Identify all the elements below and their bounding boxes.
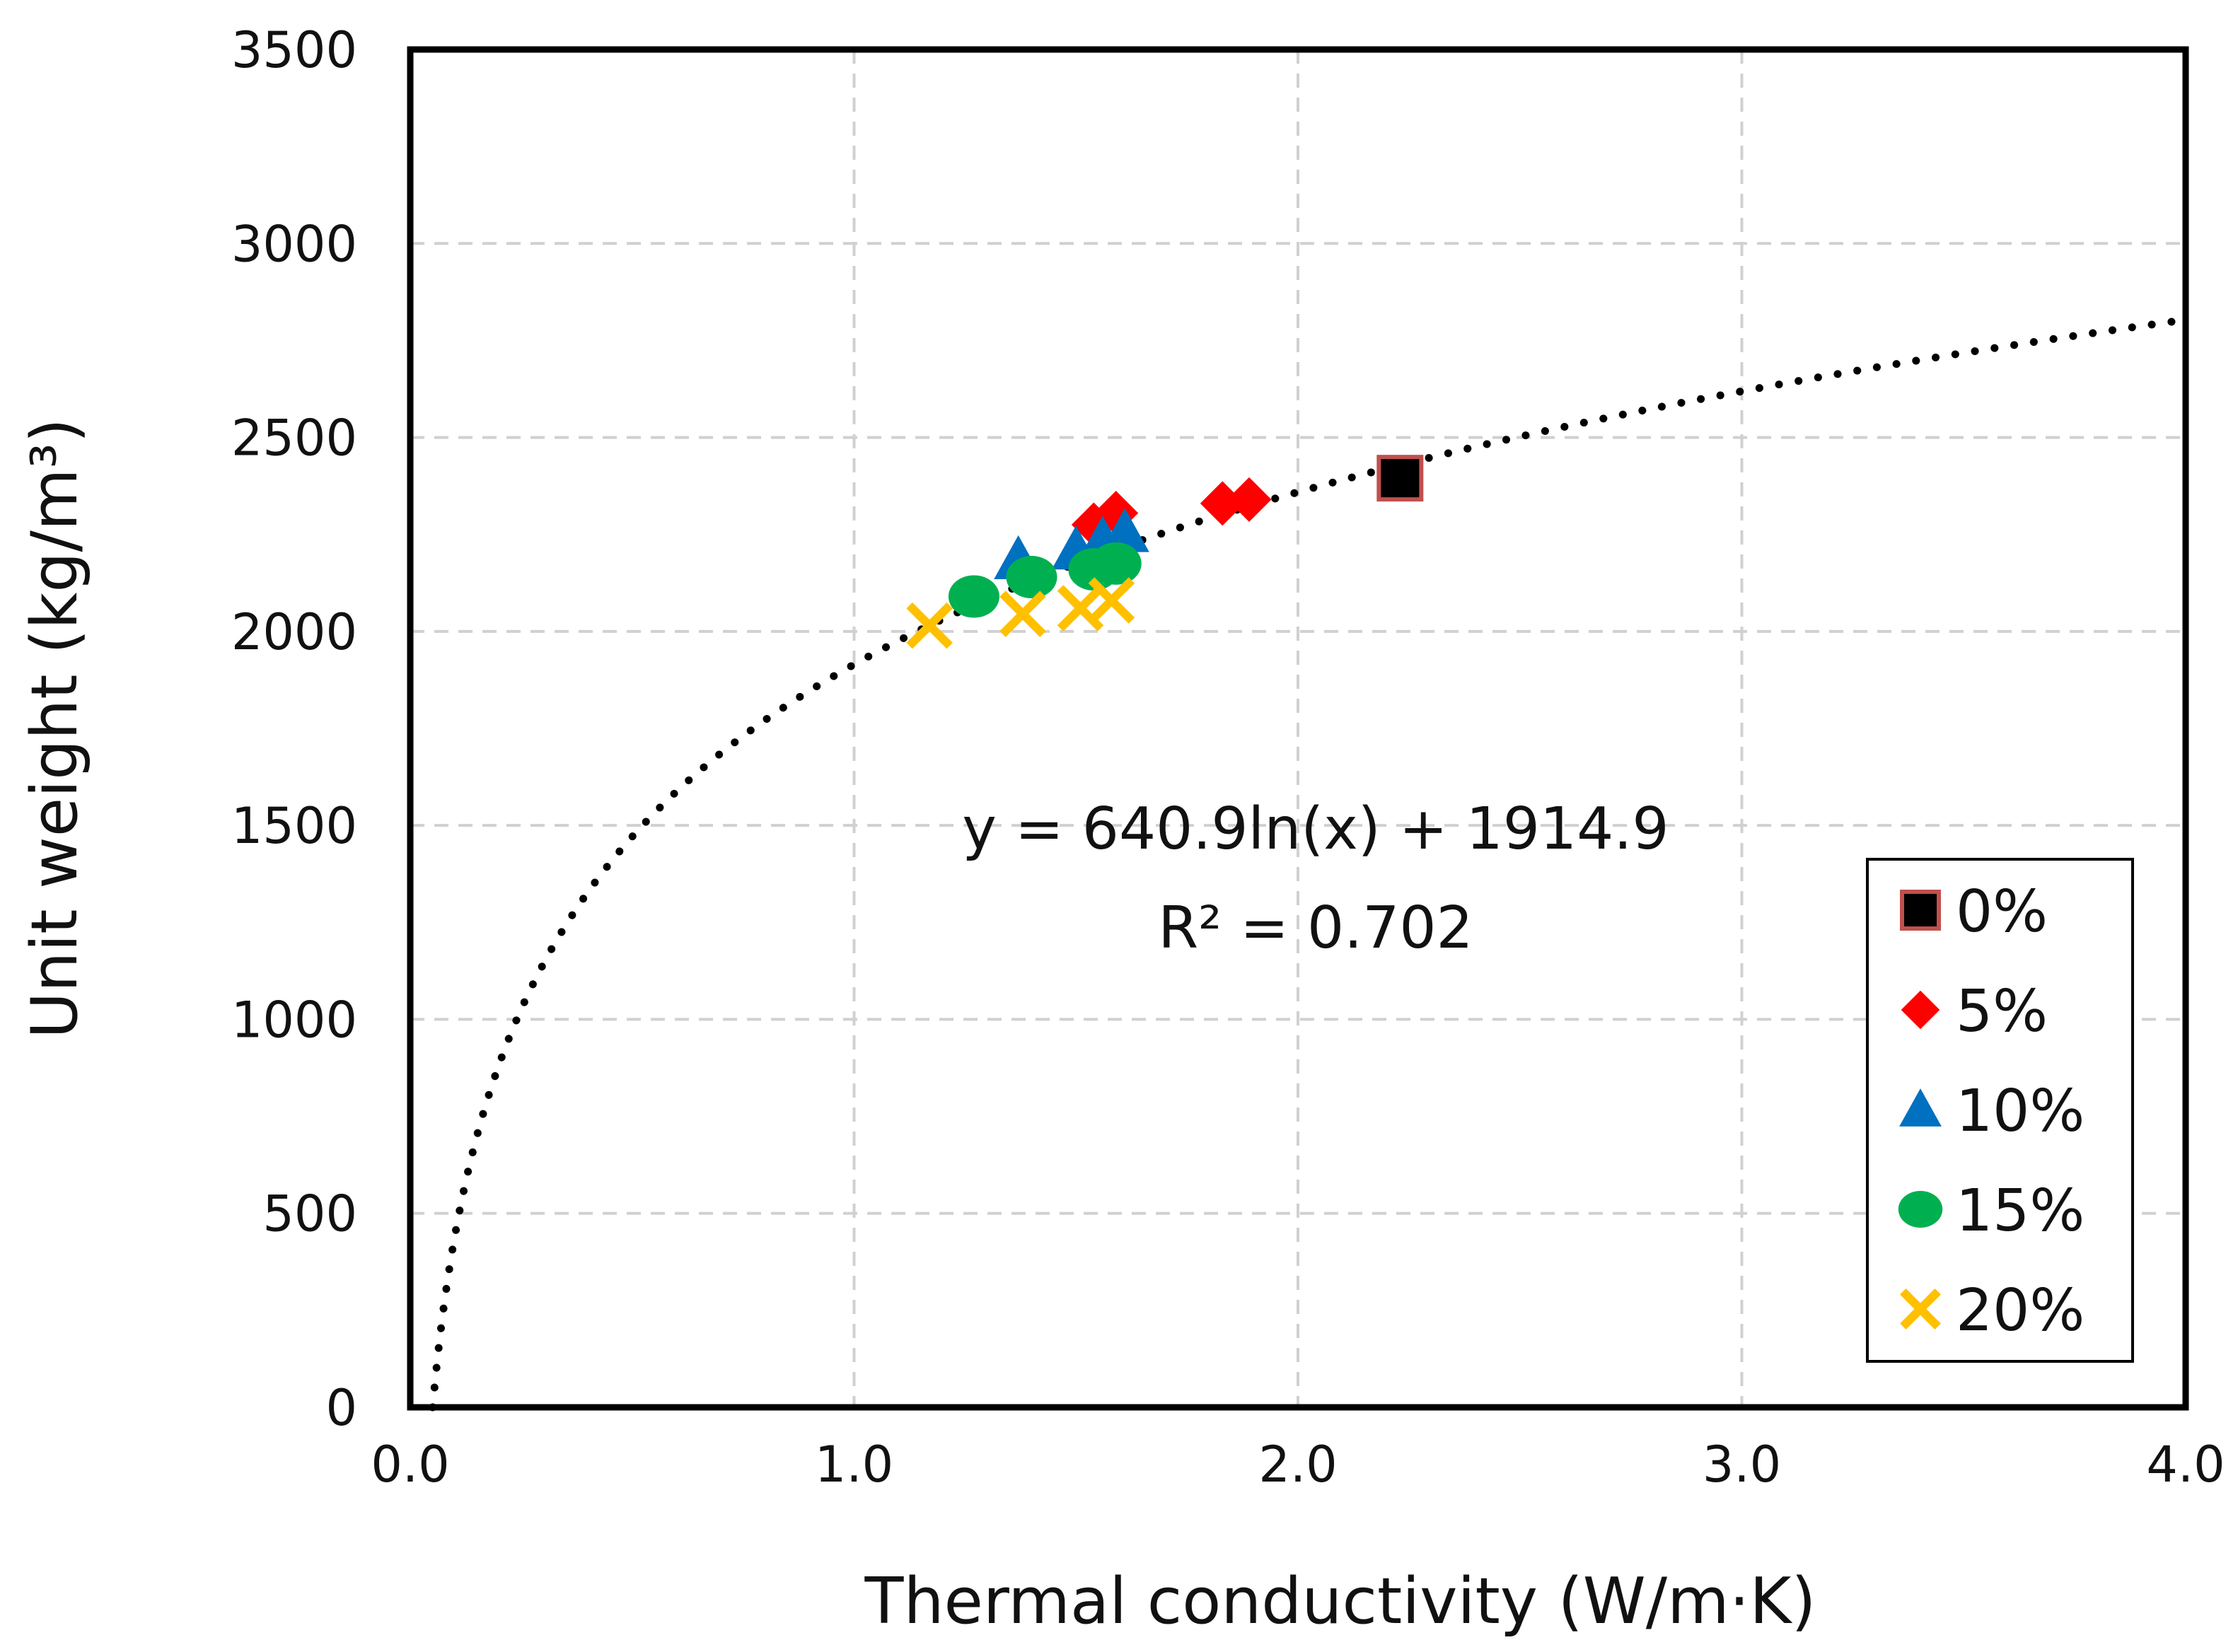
y-axis-title: Unit weight (kg/m³) [18,418,92,1038]
legend-label: 15% [1956,1177,2085,1245]
legend-label: 10% [1956,1078,2085,1145]
legend-label: 5% [1956,978,2048,1045]
data-point-x [906,602,953,649]
y-tick-label: 1000 [231,991,357,1049]
data-point-triangle [1100,508,1149,552]
data-point-x [1088,577,1135,624]
y-tick-label: 2000 [231,603,357,661]
legend-label: 20% [1956,1277,2085,1344]
data-point-x [999,591,1046,637]
y-tick-label: 500 [262,1185,357,1243]
y-tick-label: 2500 [231,409,357,467]
plot-area-frame [407,46,2189,1411]
x-tick-label: 0.0 [371,1436,449,1494]
trendline [429,315,2190,1412]
legend: 0% 5% 10% 15% 20% [1866,858,2134,1363]
y-tick-label: 1500 [231,797,357,855]
legend-marker-diamond [1901,990,1940,1030]
trendline-r-squared: R² = 0.702 [1158,895,1473,962]
x-axis-title: Thermal conductivity (W/m·K) [864,1564,1816,1639]
legend-marker-circle [1898,1191,1943,1228]
data-point-square [1376,455,1424,502]
data-point-diamond [1227,477,1272,522]
data-point-circle [948,575,999,618]
trendline-equation: y = 640.9ln(x) + 1914.9 [962,796,1669,863]
y-tick-label: 3500 [231,21,357,79]
data-point-circle [1006,556,1057,599]
legend-marker-square [1900,890,1941,931]
x-tick-label: 4.0 [2146,1436,2225,1494]
tick-labels: 0 500 1000 1500 2000 2500 3000 3500 0.0 1.0 2.0 3.0… [231,21,2225,1494]
legend-label: 0% [1956,878,2048,946]
x-tick-label: 2.0 [1258,1436,1337,1494]
x-tick-label: 1.0 [815,1436,893,1494]
x-tick-label: 3.0 [1703,1436,1781,1494]
y-tick-label: 3000 [231,215,357,273]
data-point-circle [1090,542,1142,585]
data-points [906,455,1424,649]
legend-marker-x [1900,1289,1941,1330]
data-point-diamond [1200,481,1245,526]
trendline-curve [429,315,2190,1412]
y-tick-label: 0 [325,1379,357,1437]
legend-marker-triangle [1899,1088,1942,1127]
